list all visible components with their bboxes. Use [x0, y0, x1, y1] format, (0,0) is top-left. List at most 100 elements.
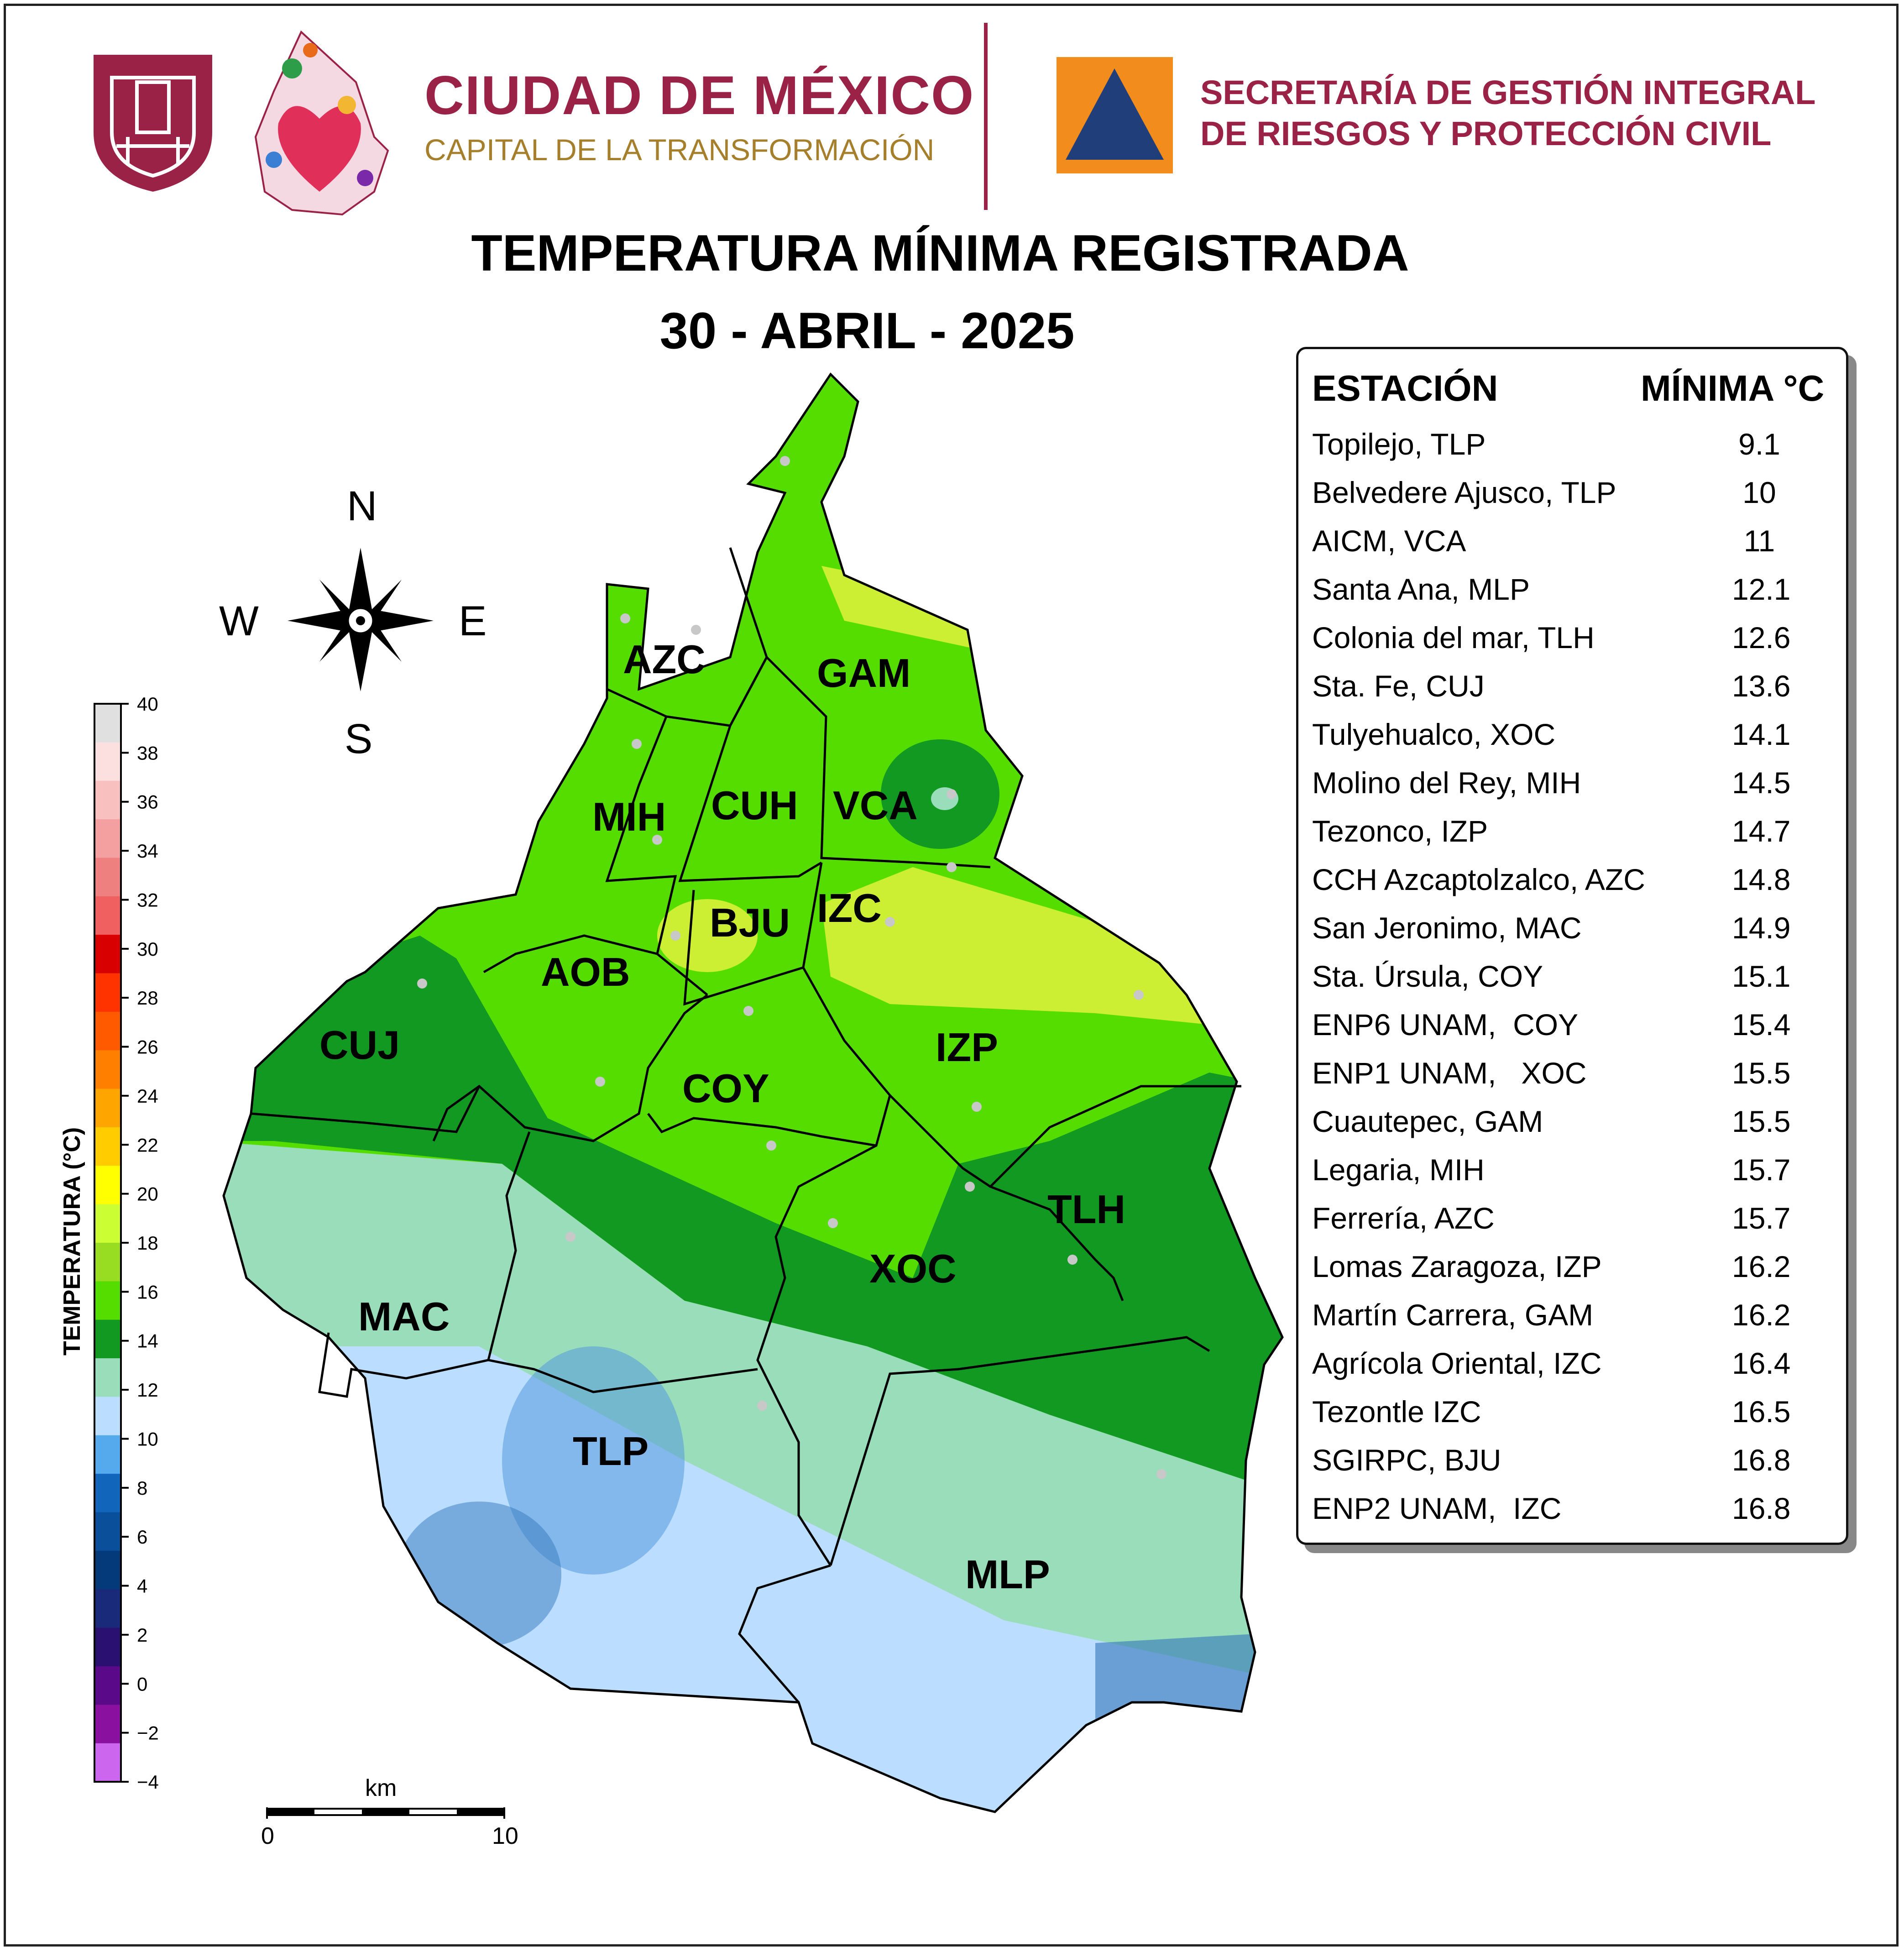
station-name: ENP1 UNAM, XOC: [1312, 1056, 1587, 1090]
station-min-temp: 14.1: [1732, 717, 1791, 751]
header-city-name: CIUDAD DE MÉXICO: [424, 65, 975, 126]
station-row: Colonia del mar, TLH 12.6: [1312, 620, 1837, 669]
colorbar-tick-label: 16: [137, 1281, 158, 1303]
station-name: CCH Azcaptolzalco, AZC: [1312, 863, 1645, 896]
station-min-temp: 16.2: [1732, 1298, 1791, 1332]
border-izp-east: [989, 1085, 1241, 1188]
colorbar-tick-label: 38: [137, 742, 158, 764]
station-row: CCH Azcaptolzalco, AZC 14.8: [1312, 862, 1837, 911]
colorbar-tick-label: 12: [137, 1379, 158, 1401]
map-date: 30 - ABRIL - 2025: [659, 302, 1075, 359]
border-tlp-mlp: [738, 1564, 831, 1703]
colorbar-tick-label: 20: [137, 1183, 158, 1205]
colorbar-swatch: [94, 1474, 121, 1513]
map-title: TEMPERATURA MÍNIMA REGISTRADA: [471, 225, 1409, 282]
station-name: Agrícola Oriental, IZC: [1312, 1346, 1602, 1380]
station-min-temp: 14.5: [1732, 766, 1791, 800]
colorbar-tick-label: −4: [137, 1771, 159, 1793]
district-label-mlp: MLP: [965, 1552, 1050, 1597]
station-dot: [743, 1006, 753, 1016]
station-dot: [947, 862, 957, 872]
header-city-tagline: CAPITAL DE LA TRANSFORMACIÓN: [424, 133, 935, 167]
station-name: Molino del Rey, MIH: [1312, 766, 1581, 800]
station-name: Ferrería, AZC: [1312, 1201, 1495, 1235]
district-label-xoc: XOC: [869, 1246, 957, 1291]
station-dot: [691, 625, 701, 635]
station-min-temp: 11: [1743, 524, 1775, 558]
temp-band-16-18-east: [821, 867, 1232, 1027]
colorbar-swatch: [94, 1166, 121, 1205]
district-label-cuj: CUJ: [319, 1022, 400, 1068]
station-name: Topilejo, TLP: [1312, 427, 1486, 461]
district-label-izc: IZC: [817, 885, 882, 931]
station-row: Sta. Úrsula, COY 15.1: [1312, 959, 1837, 1007]
border-mac: [318, 1131, 531, 1398]
colorbar-swatch: [94, 742, 121, 781]
district-labels: AZC GAM MIH CUH VCA BJU IZC AOB CUJ COY …: [319, 637, 1125, 1597]
header-secretariat-line2: DE RIESGOS Y PROTECCIÓN CIVIL: [1200, 115, 1772, 152]
station-min-temp: 12.6: [1732, 621, 1791, 654]
colorbar-swatch: [94, 935, 121, 974]
station-row: Sta. Fe, CUJ 13.6: [1312, 669, 1837, 717]
colorbar-tick-label: 30: [137, 938, 158, 960]
station-row: Agrícola Oriental, IZC 16.4: [1312, 1346, 1837, 1394]
station-dot: [417, 979, 427, 989]
district-label-bju: BJU: [710, 900, 790, 945]
station-row: Ferrería, AZC 15.7: [1312, 1201, 1837, 1249]
district-label-tlh: TLH: [1047, 1187, 1125, 1232]
colorbar-tick-label: 22: [137, 1134, 158, 1156]
station-min-temp: 13.6: [1732, 669, 1791, 703]
station-dot: [780, 456, 790, 466]
station-name: Belvedere Ajusco, TLP: [1312, 476, 1616, 509]
station-table: ESTACIÓN MÍNIMA °C Topilejo, TLP 9.1 Belve…: [1296, 347, 1848, 1545]
station-row: SGIRPC, BJU 16.8: [1312, 1443, 1837, 1491]
station-row: Tezonco, IZP 14.7: [1312, 814, 1837, 862]
border-cuj-mac: [251, 1085, 481, 1133]
station-dot: [565, 1232, 575, 1242]
station-row: Lomas Zaragoza, IZP 16.2: [1312, 1249, 1837, 1298]
temperature-colorbar: 4038363432302826242220181614121086420−2−…: [59, 693, 159, 1793]
station-row: AICM, VCA 11: [1312, 523, 1837, 572]
station-dot: [965, 1182, 975, 1192]
district-label-mac: MAC: [358, 1294, 450, 1339]
colorbar-tick-label: 36: [137, 791, 158, 813]
station-name: Cuautepec, GAM: [1312, 1104, 1543, 1138]
colorbar-tick-label: 26: [137, 1036, 158, 1058]
station-column-header-min: MÍNIMA °C: [1641, 368, 1825, 408]
station-min-temp: 15.4: [1732, 1008, 1791, 1041]
colorbar-tick-label: 10: [137, 1428, 158, 1450]
border-vca-gam: [766, 656, 991, 869]
scale-bar-end: 10: [492, 1823, 518, 1849]
district-boundaries: [222, 372, 1284, 1813]
station-row: Legaria, MIH 15.7: [1312, 1152, 1837, 1201]
station-min-temp: 16.5: [1732, 1395, 1791, 1429]
station-name: Colonia del mar, TLH: [1312, 621, 1595, 654]
station-min-temp: 16.2: [1732, 1250, 1791, 1283]
station-dot: [947, 789, 957, 799]
station-name: Lomas Zaragoza, IZP: [1312, 1250, 1602, 1283]
station-dot: [1067, 1255, 1078, 1265]
cdmx-heart-floral-icon: [254, 30, 389, 216]
colorbar-tick-label: 4: [137, 1575, 147, 1597]
station-min-temp: 14.7: [1732, 814, 1791, 848]
station-name: Martín Carrera, GAM: [1312, 1298, 1594, 1332]
station-min-temp: 15.5: [1732, 1056, 1791, 1090]
border-xoc-mlp: [829, 1336, 1210, 1566]
station-row: Molino del Rey, MIH 14.5: [1312, 765, 1837, 814]
colorbar-swatch: [94, 1011, 121, 1051]
colorbar-swatch: [94, 1319, 121, 1359]
station-min-temp: 16.8: [1732, 1443, 1791, 1477]
colorbar-swatch: [94, 1705, 121, 1744]
colorbar-tick-label: 18: [137, 1232, 158, 1254]
colorbar-swatch: [94, 1204, 121, 1243]
station-name: Tezontle IZC: [1312, 1395, 1481, 1429]
border-aob-coy: [432, 994, 708, 1142]
station-row: ENP6 UNAM, COY 15.4: [1312, 1007, 1837, 1056]
station-min-temp: 10: [1742, 476, 1776, 509]
compass-rose-icon: N S E W: [219, 483, 486, 762]
station-dot: [885, 917, 895, 927]
border-bju: [683, 862, 823, 1006]
district-label-azc: AZC: [623, 637, 706, 682]
station-row: Cuautepec, GAM 15.5: [1312, 1104, 1837, 1152]
